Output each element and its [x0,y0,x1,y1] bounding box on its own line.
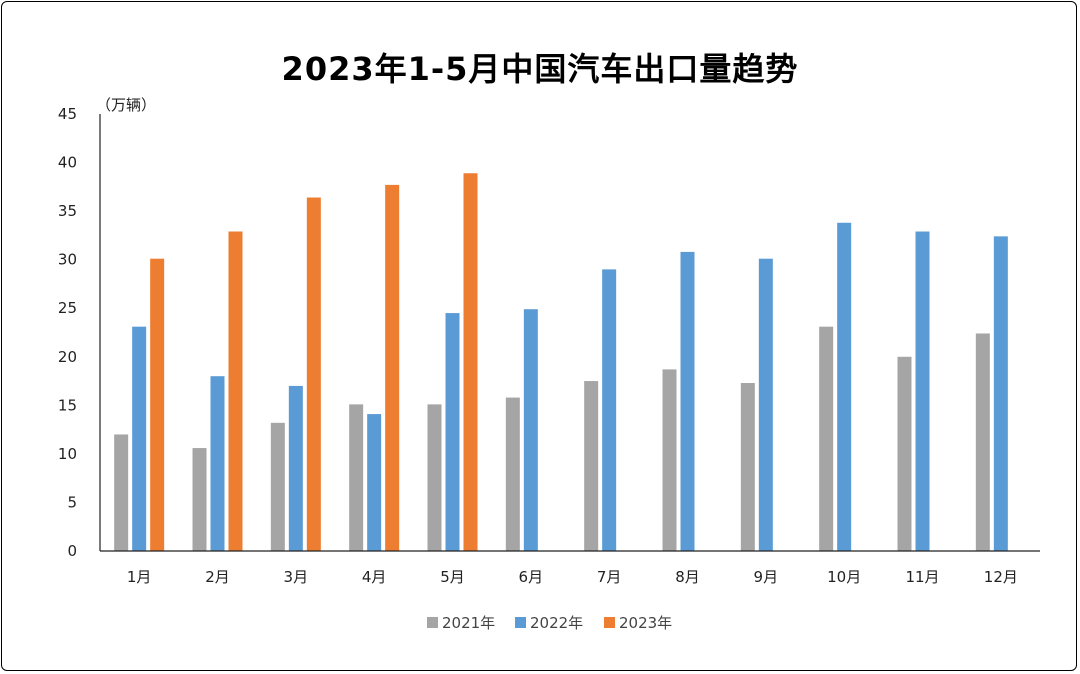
bar-2021年-2月 [192,448,207,551]
x-tick-label: 9月 [754,568,779,586]
y-axis-ticks: 0 5 10 15 20 25 30 35 40 45 [58,105,77,560]
y-tick-label: 10 [58,445,77,463]
y-tick-label: 15 [58,396,77,414]
x-axis-ticks: 1月 2月 3月 4月 5月 6月 7月 8月 9月 10月 11月 12月 [127,568,1018,586]
y-tick-label: 20 [58,348,77,366]
bar-2021年-10月 [819,326,834,551]
x-tick-label: 5月 [440,568,465,586]
x-tick-label: 6月 [519,568,544,586]
bar-2021年-3月 [270,422,285,551]
y-axis-unit-label: （万辆） [96,96,156,114]
legend-label: 2022年 [530,614,583,632]
bar-2023年-1月 [150,258,165,551]
y-tick-label: 0 [67,542,77,560]
legend-label: 2021年 [442,614,495,632]
x-tick-label: 10月 [827,568,861,586]
bar-2022年-9月 [758,258,773,551]
bar-2021年-6月 [505,397,520,551]
bars [114,173,1008,552]
bar-2023年-2月 [228,231,243,551]
bar-2023年-5月 [463,173,478,551]
x-tick-label: 3月 [284,568,309,586]
bar-2021年-1月 [114,434,129,551]
bar-2021年-8月 [662,369,677,551]
bar-2021年-11月 [897,356,912,551]
legend-swatch [604,617,615,628]
bar-2022年-2月 [210,376,225,551]
bar-2022年-7月 [602,269,617,551]
bar-2022年-12月 [993,236,1008,552]
bar-2022年-6月 [523,309,538,551]
y-tick-label: 40 [58,154,77,172]
x-tick-label: 12月 [984,568,1018,586]
y-tick-label: 5 [67,493,77,511]
bar-2022年-3月 [288,385,303,551]
legend: 2021年 2022年 2023年 [427,614,672,632]
bar-2021年-4月 [349,404,364,551]
bar-2023年-4月 [385,184,400,551]
x-tick-label: 11月 [905,568,939,586]
bar-2021年-9月 [740,382,755,551]
bar-2022年-5月 [445,313,460,551]
bar-2022年-4月 [367,414,382,551]
bar-2021年-5月 [427,404,442,551]
y-tick-label: 30 [58,251,77,269]
bar-2022年-11月 [915,231,930,551]
y-tick-label: 45 [58,105,77,123]
chart-title: 2023年1-5月中国汽车出口量趋势 [281,50,799,88]
bar-2022年-10月 [837,222,852,551]
bar-2021年-7月 [584,381,599,551]
x-tick-label: 2月 [205,568,230,586]
bar-2022年-1月 [132,326,147,551]
x-tick-label: 1月 [127,568,152,586]
x-tick-label: 4月 [362,568,387,586]
legend-swatch [515,617,526,628]
y-tick-label: 25 [58,299,77,317]
bar-2021年-12月 [975,333,990,551]
x-tick-label: 7月 [597,568,622,586]
x-tick-label: 8月 [675,568,700,586]
bar-2023年-3月 [306,197,321,551]
legend-swatch [427,617,438,628]
bar-2022年-8月 [680,251,695,552]
legend-label: 2023年 [619,614,672,632]
y-tick-label: 35 [58,202,77,220]
